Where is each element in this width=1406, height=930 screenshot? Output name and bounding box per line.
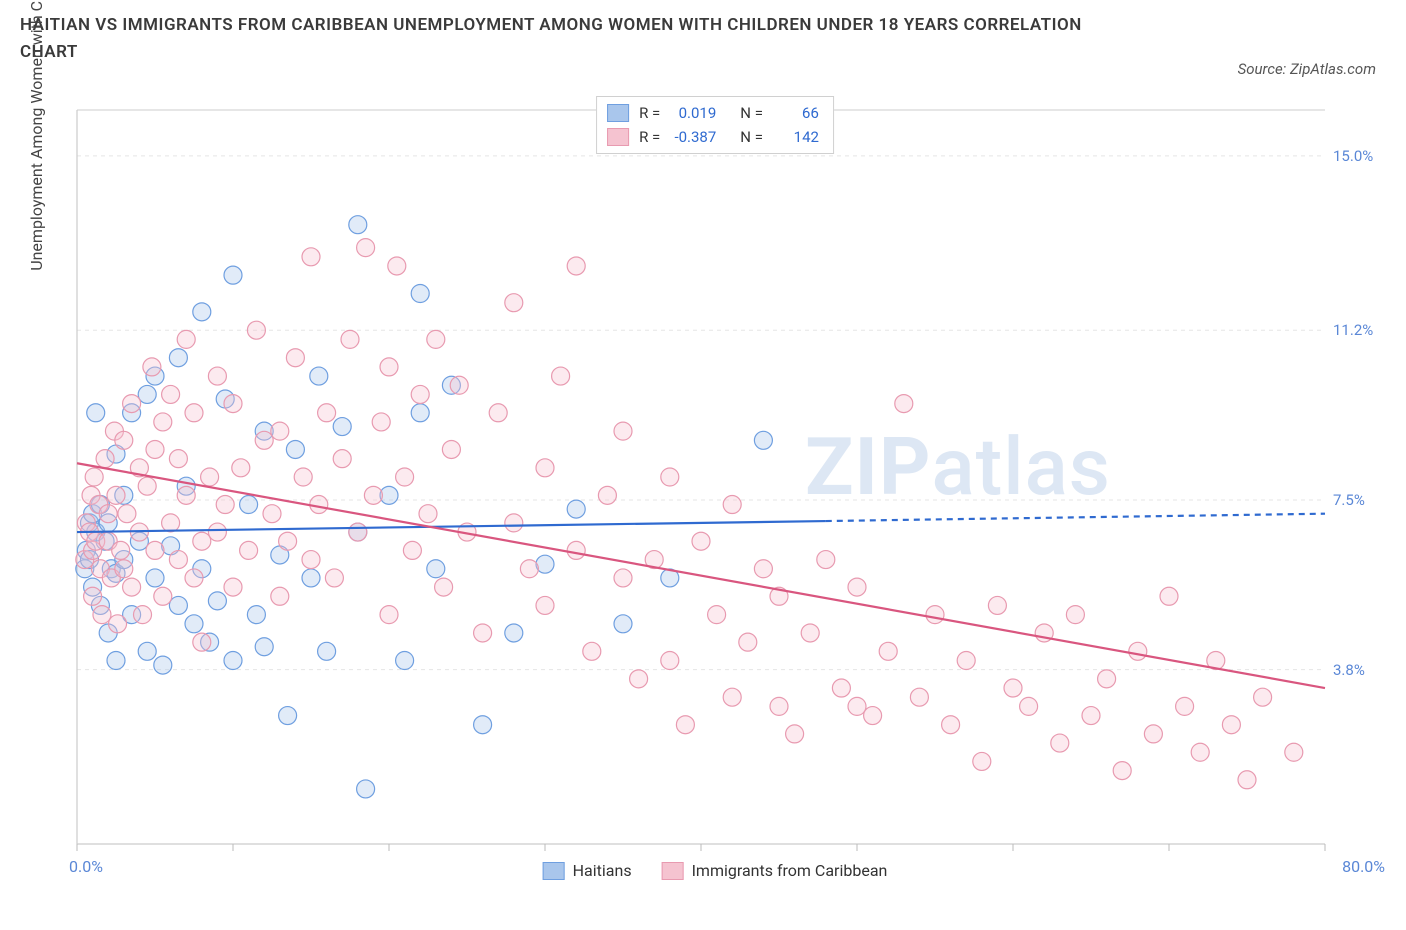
y-tick-label: 11.2% bbox=[1333, 321, 1387, 339]
r-label: R = bbox=[639, 128, 660, 146]
swatch-caribbean bbox=[662, 862, 684, 880]
legend-label-caribbean: Immigrants from Caribbean bbox=[692, 861, 888, 880]
scatter-plot-svg bbox=[65, 90, 1385, 880]
plot-area: Unemployment Among Women with Children U… bbox=[45, 90, 1385, 880]
source-attribution: Source: ZipAtlas.com bbox=[1238, 60, 1376, 78]
r-label: R = bbox=[639, 104, 660, 122]
n-value-caribbean: 142 bbox=[769, 128, 819, 146]
correlation-legend: R = 0.019 N = 66 R = -0.387 N = 142 bbox=[596, 96, 834, 154]
legend-item-caribbean: Immigrants from Caribbean bbox=[662, 861, 888, 880]
series-legend: Haitians Immigrants from Caribbean bbox=[543, 861, 888, 880]
swatch-haitians bbox=[543, 862, 565, 880]
legend-row-haitians: R = 0.019 N = 66 bbox=[607, 101, 819, 125]
n-label: N = bbox=[740, 128, 763, 146]
x-axis-end-label: 80.0% bbox=[1342, 857, 1385, 876]
n-label: N = bbox=[740, 104, 763, 122]
legend-label-haitians: Haitians bbox=[573, 861, 632, 880]
legend-row-caribbean: R = -0.387 N = 142 bbox=[607, 125, 819, 149]
n-value-haitians: 66 bbox=[769, 104, 819, 122]
y-tick-label: 3.8% bbox=[1333, 661, 1387, 679]
x-axis-start-label: 0.0% bbox=[69, 857, 103, 876]
y-axis-label: Unemployment Among Women with Children U… bbox=[27, 0, 46, 271]
swatch-haitians bbox=[607, 104, 629, 122]
r-value-haitians: 0.019 bbox=[666, 104, 716, 122]
swatch-caribbean bbox=[607, 128, 629, 146]
y-tick-label: 15.0% bbox=[1333, 147, 1387, 165]
r-value-caribbean: -0.387 bbox=[666, 128, 716, 146]
chart-container: HAITIAN VS IMMIGRANTS FROM CARIBBEAN UNE… bbox=[0, 0, 1406, 930]
chart-title: HAITIAN VS IMMIGRANTS FROM CARIBBEAN UNE… bbox=[20, 12, 1140, 66]
y-tick-label: 7.5% bbox=[1333, 491, 1387, 509]
legend-item-haitians: Haitians bbox=[543, 861, 632, 880]
